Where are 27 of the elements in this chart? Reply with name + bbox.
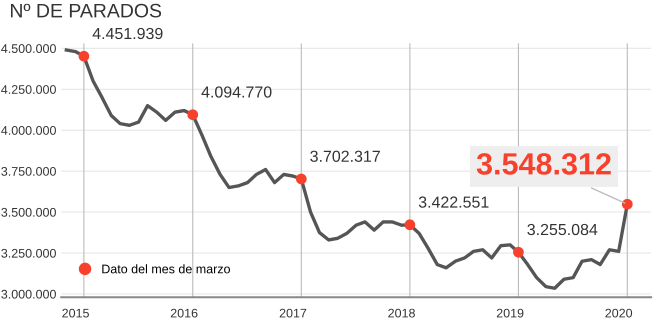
x-tick-label: 2020 bbox=[605, 308, 632, 318]
point bbox=[187, 109, 198, 120]
point bbox=[513, 246, 524, 258]
chart-title: Nº DE PARADOS bbox=[10, 4, 162, 18]
y-tick-label: 4.000.000 bbox=[1, 126, 56, 135]
data-label: 3.548.312 bbox=[476, 153, 611, 175]
data-label: 3.702.317 bbox=[310, 150, 380, 162]
data-label: 3.255.084 bbox=[527, 224, 598, 236]
y-tick-label: 3.750.000 bbox=[1, 166, 56, 176]
x-tick-label: 2019 bbox=[496, 308, 524, 318]
point bbox=[622, 198, 633, 210]
data-label: 4.451.939 bbox=[92, 28, 163, 40]
y-tick-label: 3.000.000 bbox=[1, 290, 56, 299]
x-tick-label: 2016 bbox=[170, 308, 198, 318]
x-tick-label: 2015 bbox=[62, 308, 89, 318]
x-tick-label: 2018 bbox=[388, 308, 415, 318]
point bbox=[296, 174, 307, 184]
legend-label: Dato del mes de marzo bbox=[102, 264, 230, 274]
y-tick-label: 3.500.000 bbox=[1, 208, 56, 217]
point bbox=[404, 219, 416, 230]
y-tick-label: 4.250.000 bbox=[1, 85, 56, 94]
y-tick-label: 3.250.000 bbox=[1, 248, 56, 258]
x-tick-label: 2017 bbox=[280, 308, 306, 318]
point bbox=[78, 50, 90, 62]
data-label: 4.094.770 bbox=[201, 86, 272, 98]
data-label: 3.422.551 bbox=[418, 196, 488, 208]
y-tick-label: 4.500.000 bbox=[1, 44, 56, 53]
